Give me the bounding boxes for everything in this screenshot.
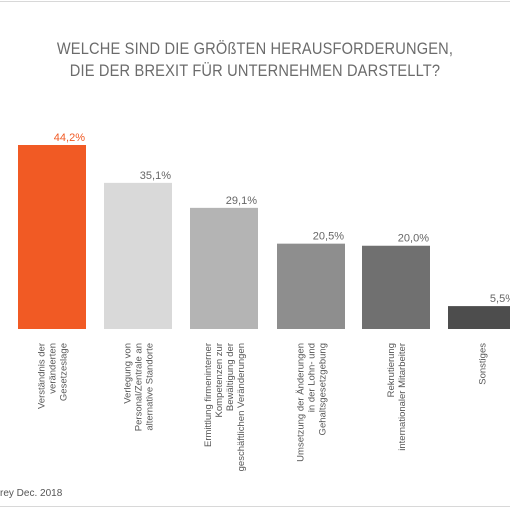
bottom-border: [0, 506, 510, 507]
category-label-1-line-3: Gesetzeslage: [59, 343, 70, 401]
category-label-3-line-4: geschäftlichen Veränderungen: [236, 343, 247, 471]
bar-5: [362, 245, 430, 329]
category-label-4-line-3: Gehaltsgesetzgebung: [318, 343, 329, 435]
bar-4: [277, 243, 345, 329]
category-label-2-line-3: alternative Standorte: [145, 343, 156, 431]
category-label-5-line-2: internationaler Mitarbeiter: [397, 343, 408, 451]
chart-title: WELCHE SIND DIE GRÖßTEN HERAUSFORDERUNGE…: [36, 38, 475, 82]
category-label-3-line-2: Kompetenzen zur: [214, 343, 225, 417]
value-label-6: 5,5%: [490, 293, 510, 305]
value-label-4: 20,5%: [313, 231, 344, 243]
category-label-4-line-1: Umsetzung der Änderungen: [296, 343, 307, 462]
source-footnote: rey Dec. 2018: [0, 488, 63, 499]
value-label-2: 35,1%: [140, 170, 171, 182]
chart-title-line-2: DIE DER BREXIT FÜR UNTERNEHMEN DARSTELLT…: [69, 61, 441, 80]
top-border: [0, 1, 510, 2]
category-label-6-line-1: Sonstiges: [478, 343, 489, 385]
category-label-2: Verlegung von Personal/Zentrale an alterna…: [123, 343, 156, 431]
category-label-1: Verständnis der veränderten Gesetzeslage: [37, 343, 70, 409]
bar-6: [448, 306, 510, 329]
category-label-6: Sonstiges: [478, 343, 489, 385]
value-label-5: 20,0%: [398, 233, 429, 245]
bar-2: [104, 182, 172, 329]
category-label-1-line-1: Verständnis der: [37, 343, 48, 409]
chart-title-line-1: WELCHE SIND DIE GRÖßTEN HERAUSFORDERUNGE…: [56, 39, 454, 58]
category-label-5: Rekrutierung internationaler Mitarbeiter: [386, 343, 408, 451]
bar-1: [18, 145, 86, 329]
value-label-1: 44,2%: [54, 132, 85, 144]
category-label-3-line-3: Bewältigung der: [225, 343, 236, 411]
category-label-4: Umsetzung der Änderungen in der Lohn- und…: [296, 343, 329, 462]
category-label-4-line-2: in der Lohn- und: [307, 343, 318, 412]
bar-3: [190, 207, 258, 329]
category-label-3: Ermittlung firmeninterner Kompetenzen zur…: [203, 343, 247, 471]
category-label-2-line-1: Verlegung von: [123, 343, 134, 404]
category-label-1-line-2: veränderten: [48, 343, 59, 394]
value-label-3: 29,1%: [226, 195, 257, 207]
category-label-3-line-1: Ermittlung firmeninterner: [203, 343, 214, 447]
category-label-5-line-1: Rekrutierung: [386, 343, 397, 397]
category-label-2-line-2: Personal/Zentrale an: [134, 343, 145, 431]
